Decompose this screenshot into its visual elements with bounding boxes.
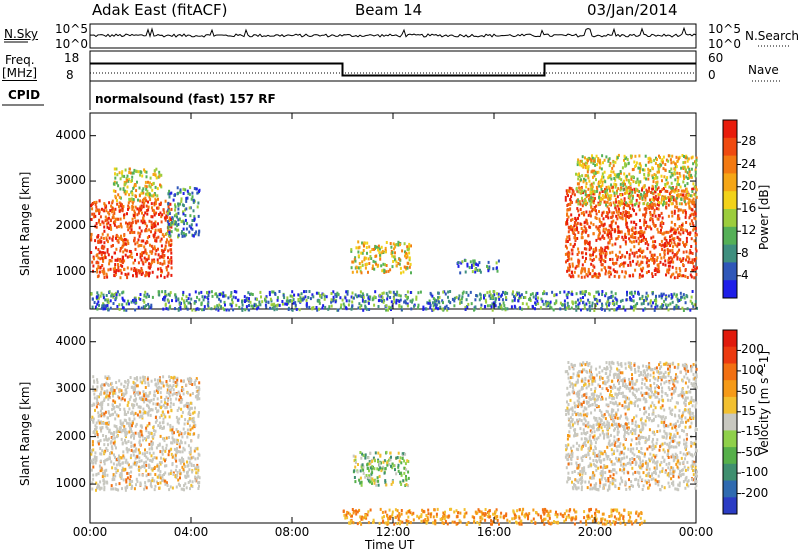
date-title: 03/Jan/2014 — [587, 1, 678, 19]
velocity-ytick: 4000 — [55, 333, 86, 348]
beam-title: Beam 14 — [355, 1, 423, 19]
power-panel-frame — [89, 112, 697, 310]
velocity-tick: -50 — [741, 444, 761, 459]
freq-panel-frame — [89, 50, 697, 82]
power-ytick: 1000 — [55, 263, 86, 278]
freq-unit: [MHz] — [2, 66, 38, 81]
velocity-tick: 100 — [741, 362, 764, 377]
power-tick: 8 — [741, 245, 749, 260]
xtick-label: 08:00 — [274, 525, 310, 539]
velocity-colorbar — [722, 329, 741, 515]
nsky-tick-bottom: 10^0 — [55, 37, 88, 51]
velocity-ytick: 1000 — [55, 476, 86, 491]
freq-label: Freq. — [5, 53, 35, 67]
nsky-trace — [89, 26, 697, 38]
axis-ticks — [89, 113, 697, 523]
xtick-label: 04:00 — [173, 525, 209, 539]
power-ytick: 2000 — [55, 218, 86, 233]
power-colorbar — [722, 119, 741, 299]
velocity-tick: -100 — [741, 465, 769, 480]
power-scatter — [90, 153, 698, 312]
xtick-label: 00:00 — [678, 525, 714, 539]
power-tick: 4 — [741, 267, 749, 282]
xtick-label: 00:00 — [72, 525, 108, 539]
velocity-ytick: 3000 — [55, 381, 86, 396]
power-tick: 28 — [741, 134, 757, 149]
velocity-ytick: 2000 — [55, 428, 86, 443]
power-tick: 16 — [741, 201, 757, 215]
nsky-right-tick-top: 10^5 — [708, 22, 741, 36]
freq-tick-top: 18 — [64, 51, 80, 65]
velocity-scatter — [90, 360, 698, 526]
xtick-label: 20:00 — [577, 525, 613, 539]
nsky-label: N.Sky — [4, 27, 39, 41]
power-tick: 24 — [741, 156, 757, 171]
power-tick: 20 — [741, 178, 757, 193]
power-ytick: 3000 — [55, 173, 86, 188]
cpid-value: normalsound (fast) 157 RF — [95, 92, 276, 106]
power-ytick: 4000 — [55, 127, 86, 142]
nave-tick-top: 60 — [708, 51, 724, 65]
xtick-label: 16:00 — [476, 525, 512, 539]
power-tick: 12 — [741, 223, 757, 238]
radar-title: Adak East (fitACF) — [92, 1, 228, 19]
nave-label: Nave — [748, 63, 779, 77]
velocity-tick: 50 — [741, 383, 757, 398]
velocity-tick: -200 — [741, 485, 769, 500]
nave-tick-bottom: 0 — [708, 68, 716, 82]
velocity-panel-frame — [89, 317, 697, 524]
velocity-tick: -15 — [741, 424, 761, 439]
freq-tick-bottom: 8 — [66, 68, 74, 82]
nsky-tick-top: 10^5 — [55, 22, 88, 36]
xtick-label: 12:00 — [375, 525, 411, 539]
xlabel: Time UT — [365, 538, 415, 552]
freq-trace — [90, 62, 696, 77]
velocity-tick: 200 — [741, 342, 764, 357]
velocity-tick: 15 — [741, 403, 757, 418]
cpid-label: CPID — [8, 88, 41, 102]
nsearch-label: N.Search — [745, 29, 800, 43]
nsky-right-tick-bottom: 10^0 — [708, 37, 741, 51]
